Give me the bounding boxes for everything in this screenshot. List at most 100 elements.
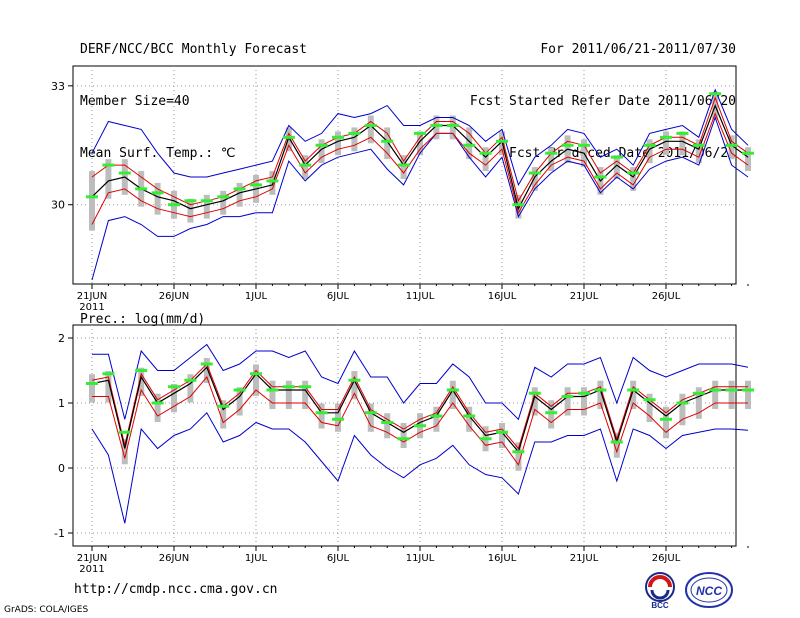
spread-box xyxy=(613,155,620,179)
x-tick-label: 21JUN xyxy=(77,291,107,302)
spread-box xyxy=(367,115,374,144)
spread-box xyxy=(89,374,95,403)
spread-box xyxy=(138,367,145,397)
marker-point xyxy=(479,437,492,441)
spread-box xyxy=(499,422,505,449)
spread-box xyxy=(679,131,686,156)
marker-point xyxy=(446,388,459,392)
spread-box xyxy=(187,198,194,223)
produced-date: Fcst Produced Date 2011/06/21 xyxy=(509,146,736,161)
marker-point xyxy=(578,143,590,147)
marker-point xyxy=(86,195,98,199)
x-year-label: 2011 xyxy=(79,302,104,313)
variable2-title: Prec.: log(mm/d) xyxy=(80,312,205,327)
x-tick-label: 21JUN xyxy=(77,553,107,564)
x-tick-label: 26JUL xyxy=(652,291,681,302)
marker-point xyxy=(381,421,394,424)
spread-box xyxy=(433,406,440,432)
spread-box xyxy=(466,406,473,432)
marker-point xyxy=(479,151,492,155)
spread-box xyxy=(449,115,456,140)
marker-point xyxy=(692,143,705,147)
forecast-period: For 2011/06/21-2011/07/30 xyxy=(540,42,736,57)
spread-box xyxy=(695,387,702,419)
header-right: For 2011/06/21-2011/07/30 Fcst Started R… xyxy=(470,10,736,182)
plot-frame xyxy=(72,324,737,547)
marker-point xyxy=(233,187,246,191)
footer-url[interactable]: http://cmdp.ncc.cma.gov.cn xyxy=(74,582,278,597)
marker-point xyxy=(594,388,607,392)
marker-point xyxy=(102,163,115,167)
marker-point xyxy=(217,404,230,408)
spread-box xyxy=(318,139,325,164)
y-tick-label: 33 xyxy=(51,80,65,93)
marker-point xyxy=(610,440,623,444)
spread-box xyxy=(335,403,341,432)
spread-box xyxy=(646,139,653,164)
y-tick-label: 30 xyxy=(51,199,65,212)
spread-box xyxy=(433,115,440,140)
spread-box xyxy=(269,380,276,410)
marker-point xyxy=(578,391,590,395)
marker-point xyxy=(545,411,558,415)
ncc-logo-text: NCC xyxy=(696,584,722,598)
marker-point xyxy=(282,385,295,389)
spread-box xyxy=(220,190,227,215)
spread-box xyxy=(630,380,637,410)
spread-box xyxy=(745,380,751,410)
spread-box xyxy=(236,387,243,416)
spread-box xyxy=(613,432,620,458)
marker-point xyxy=(299,163,312,167)
marker-point xyxy=(496,430,508,434)
marker-point xyxy=(512,450,525,454)
spread-box xyxy=(220,400,227,429)
spread-box xyxy=(154,182,161,215)
marker-point xyxy=(660,135,672,139)
spread-box xyxy=(745,147,751,172)
grads-credit: GrADS: COLA/IGES xyxy=(4,605,89,615)
spread-box xyxy=(531,387,538,416)
marker-point xyxy=(135,369,148,372)
spread-box xyxy=(171,383,177,413)
bcc-logo-text: BCC xyxy=(651,601,669,610)
spread-box xyxy=(663,406,669,439)
spread-box xyxy=(581,387,587,416)
marker-point xyxy=(151,401,164,405)
marker-point xyxy=(266,388,279,392)
spread-box xyxy=(449,380,456,410)
x-tick-label: 16JUL xyxy=(488,553,517,564)
marker-point xyxy=(643,398,656,402)
spread-box xyxy=(695,139,702,164)
y-tick-label: 0 xyxy=(58,462,65,475)
marker-point xyxy=(627,388,640,392)
spread-box xyxy=(679,393,686,426)
marker-point xyxy=(725,388,738,392)
spread-box xyxy=(663,131,669,156)
marker-point xyxy=(250,372,262,376)
member-size: Member Size=40 xyxy=(80,94,190,109)
spread-box xyxy=(367,403,374,432)
marker-point xyxy=(200,362,213,366)
x-tick-label: 1JUL xyxy=(245,553,268,564)
marker-point xyxy=(86,382,98,385)
marker-point xyxy=(446,123,459,127)
marker-point xyxy=(742,388,754,392)
marker-point xyxy=(463,414,476,418)
marker-point xyxy=(266,179,279,183)
x-tick-label: 26JUN xyxy=(159,553,189,564)
max-line xyxy=(92,343,749,421)
marker-point xyxy=(610,155,623,159)
min-line xyxy=(91,115,749,281)
variable1-title: Mean Surf. Temp.: ℃ xyxy=(80,146,236,161)
x-tick-label: 26JUL xyxy=(652,553,681,564)
spread-box xyxy=(285,127,292,152)
spread-box xyxy=(105,159,112,199)
spread-box xyxy=(531,167,538,191)
x-tick-label: 6JUL xyxy=(327,291,350,302)
spread-box xyxy=(548,400,555,429)
lower-spread-line xyxy=(91,112,749,225)
marker-point xyxy=(397,163,410,167)
marker-point xyxy=(168,385,180,389)
spread-box xyxy=(564,387,571,416)
spread-box xyxy=(335,131,341,156)
